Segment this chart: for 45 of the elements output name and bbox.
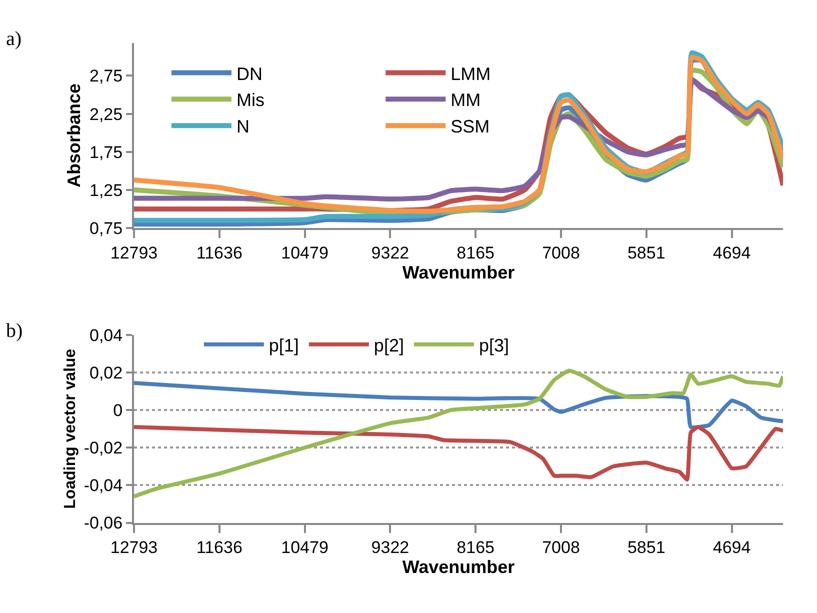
y-tick-label: -0,06 bbox=[84, 514, 123, 533]
legend-label: Mis bbox=[236, 90, 264, 110]
x-axis-title: Wavenumber bbox=[402, 557, 515, 578]
x-axis-title: Wavenumber bbox=[402, 262, 515, 282]
y-tick-label: 0,04 bbox=[90, 326, 123, 345]
y-tick-label: 2,25 bbox=[90, 104, 123, 124]
text: b) bbox=[6, 320, 23, 342]
x-tick-label: 8165 bbox=[456, 538, 495, 558]
legend-label: MM bbox=[450, 90, 481, 110]
x-tick-label: 9322 bbox=[371, 243, 410, 262]
x-tick-label: 10479 bbox=[281, 538, 328, 558]
legend-label: p[2] bbox=[374, 335, 404, 356]
legend-label: DN bbox=[236, 64, 262, 84]
x-tick-label: 11636 bbox=[196, 243, 242, 262]
x-tick-label: 8165 bbox=[456, 243, 495, 262]
legend-label: LMM bbox=[450, 64, 491, 84]
y-tick-label: -0,02 bbox=[84, 438, 123, 458]
x-tick-label: 7008 bbox=[542, 243, 580, 262]
line-series bbox=[134, 368, 783, 498]
legend-label: p[1] bbox=[268, 335, 299, 356]
y-axis-title: Loading vector value bbox=[62, 348, 80, 509]
y-tick-label: 0 bbox=[113, 400, 123, 420]
y-tick-label: 0,02 bbox=[90, 363, 123, 382]
y-tick-label: 2,75 bbox=[90, 66, 123, 86]
legend-label: p[3] bbox=[478, 335, 509, 356]
x-tick-label: 4694 bbox=[712, 538, 751, 558]
x-tick-label: 10479 bbox=[281, 243, 328, 262]
y-tick-label: 1,25 bbox=[90, 180, 123, 200]
line-series bbox=[134, 424, 783, 482]
y-axis-title: Absorbance bbox=[64, 83, 84, 188]
y-tick-label: -0,04 bbox=[84, 476, 123, 496]
legend-label: SSM bbox=[450, 116, 490, 137]
x-tick-label: 9322 bbox=[371, 538, 410, 558]
y-tick-label: 1,75 bbox=[90, 142, 123, 162]
text: a) bbox=[6, 28, 22, 50]
x-tick-label: 5851 bbox=[627, 538, 666, 558]
line-series bbox=[134, 380, 783, 430]
x-tick-label: 11636 bbox=[196, 538, 242, 558]
legend-label: N bbox=[236, 116, 250, 137]
y-tick-label: 0,75 bbox=[90, 218, 123, 238]
x-tick-label: 12793 bbox=[110, 538, 158, 558]
x-tick-label: 5851 bbox=[627, 243, 666, 262]
x-tick-label: 4694 bbox=[712, 243, 751, 262]
x-tick-label: 7008 bbox=[542, 538, 580, 558]
x-tick-label: 12793 bbox=[110, 243, 158, 262]
